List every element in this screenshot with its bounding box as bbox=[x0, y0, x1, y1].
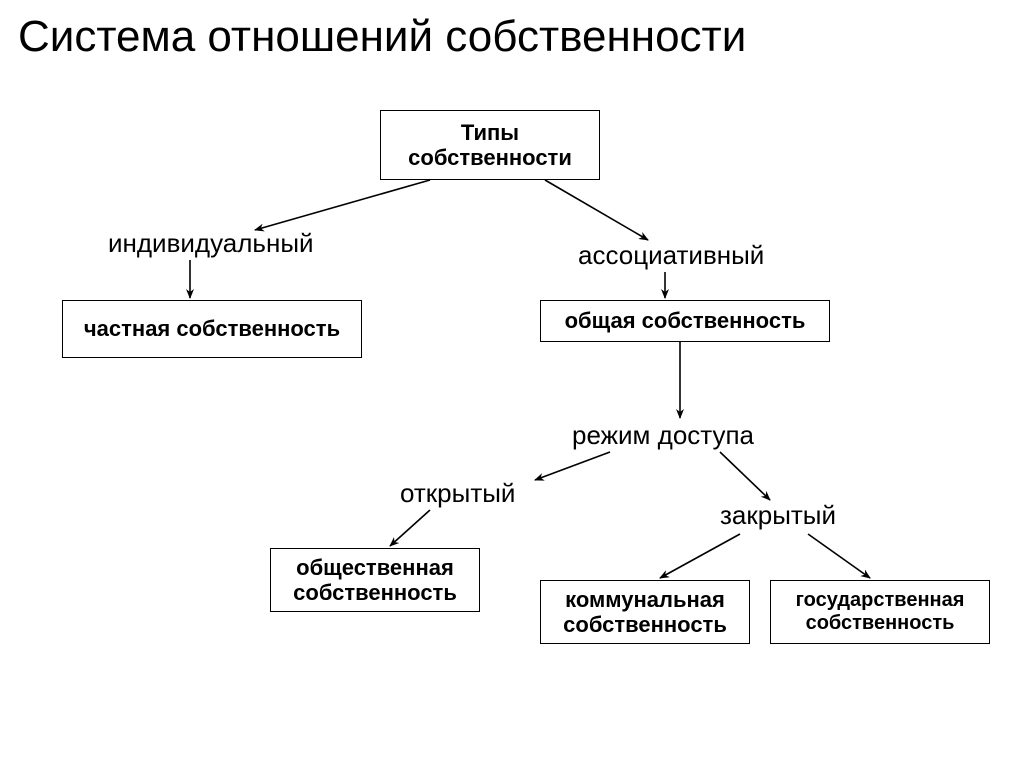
node-private: частная собственность bbox=[62, 300, 362, 358]
label-associative: ассоциативный bbox=[578, 240, 764, 271]
label-closed: закрытый bbox=[720, 500, 836, 531]
label-individual: индивидуальный bbox=[108, 228, 314, 259]
node-state-line2: собственность bbox=[806, 612, 955, 634]
node-public-line1: общественная bbox=[296, 555, 454, 580]
node-common-text: общая собственность bbox=[565, 308, 806, 333]
page-title: Система отношений собственности bbox=[18, 12, 746, 62]
node-communal: коммунальная собственность bbox=[540, 580, 750, 644]
node-types-line1: Типы bbox=[461, 120, 519, 145]
label-open: открытый bbox=[400, 478, 515, 509]
node-state-line1: государственная bbox=[796, 589, 965, 611]
node-state: государственная собственность bbox=[770, 580, 990, 644]
node-public: общественная собственность bbox=[270, 548, 480, 612]
node-communal-line2: собственность bbox=[563, 612, 727, 637]
node-types-line2: собственности bbox=[408, 145, 572, 170]
node-types: Типы собственности bbox=[380, 110, 600, 180]
node-communal-line1: коммунальная bbox=[565, 587, 725, 612]
node-public-line2: собственность bbox=[293, 580, 457, 605]
label-access-mode: режим доступа bbox=[572, 420, 754, 451]
node-private-text: частная собственность bbox=[84, 316, 340, 341]
node-common: общая собственность bbox=[540, 300, 830, 342]
